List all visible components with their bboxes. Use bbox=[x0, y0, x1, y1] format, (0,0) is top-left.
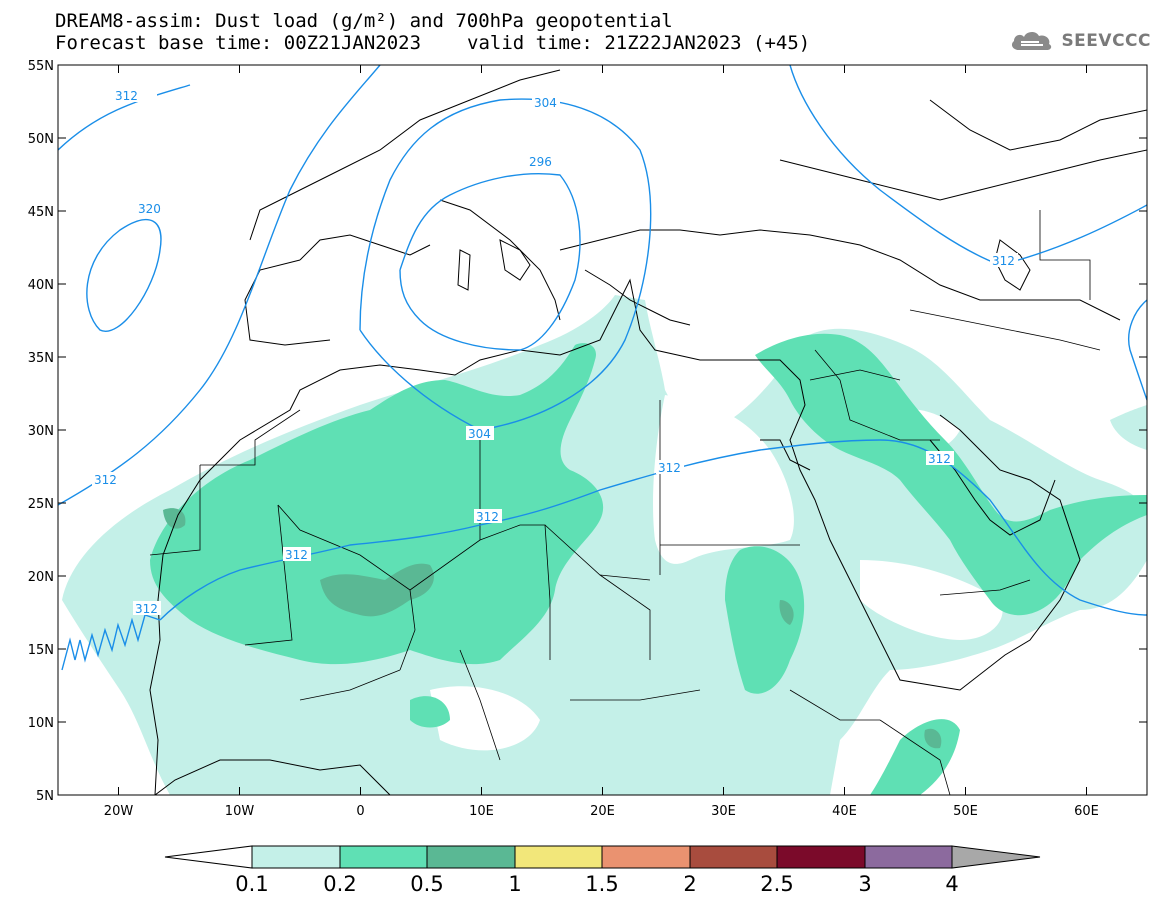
logo-text: SEEVCCC bbox=[1061, 31, 1151, 51]
colorbar: 0.1 0.2 0.5 1 1.5 2 2.5 3 4 bbox=[164, 845, 1041, 896]
seevccc-logo: SEEVCCC bbox=[1009, 28, 1151, 54]
dust-layer-dense bbox=[163, 508, 942, 749]
lon-label-60E: 60E bbox=[1074, 804, 1099, 819]
lat-label-45N: 45N bbox=[28, 205, 54, 220]
colorbar-label-2: 2 bbox=[683, 872, 696, 896]
colorbar-label-1.5: 1.5 bbox=[585, 872, 618, 896]
contour-label-312-east: 312 bbox=[992, 254, 1015, 268]
lon-label-10E: 10E bbox=[469, 804, 494, 819]
colorbar-bin-2.5 bbox=[776, 845, 866, 869]
lon-label-10W: 10W bbox=[225, 804, 255, 819]
colorbar-bin-2 bbox=[689, 845, 778, 869]
cloud-logo-icon bbox=[1012, 31, 1052, 50]
longitude-labels: 20W 10W 0 10E 20E 30E 40E 50E 60E bbox=[104, 804, 1099, 819]
colorbar-under-arrow bbox=[164, 845, 253, 869]
lat-label-35N: 35N bbox=[28, 351, 54, 366]
contour-label-312-nw: 312 bbox=[115, 89, 138, 103]
time-line: Forecast base time: 00Z21JAN2023 valid ti… bbox=[55, 32, 810, 54]
contour-label-312-egypt: 312 bbox=[658, 461, 681, 475]
chart-header: DREAM8-assim: Dust load (g/m²) and 700hP… bbox=[55, 10, 810, 54]
geopotential-contours bbox=[58, 65, 1147, 671]
colorbar-bin-0.1 bbox=[251, 845, 341, 869]
axis-ticks bbox=[58, 64, 1147, 796]
forecast-base-time: Forecast base time: 00Z21JAN2023 bbox=[55, 32, 422, 54]
colorbar-label-0.2: 0.2 bbox=[323, 872, 356, 896]
colorbar-bin-3 bbox=[864, 845, 953, 869]
colorbar-bin-1 bbox=[514, 845, 603, 869]
contour-label-312-chad: 312 bbox=[476, 510, 499, 524]
lon-label-30E: 30E bbox=[711, 804, 736, 819]
contour-label-304-north: 304 bbox=[534, 96, 557, 110]
coastlines bbox=[149, 69, 1147, 795]
colorbar-label-3: 3 bbox=[858, 872, 871, 896]
colorbar-label-0.5: 0.5 bbox=[410, 872, 443, 896]
colorbar-label-1: 1 bbox=[508, 872, 521, 896]
lat-label-10N: 10N bbox=[28, 716, 54, 731]
contour-label-320: 320 bbox=[138, 202, 161, 216]
contour-label-312-west: 312 bbox=[94, 473, 117, 487]
colorbar-bin-0.5 bbox=[426, 845, 516, 869]
contour-label-312-mali: 312 bbox=[285, 548, 308, 562]
contour-label-296: 296 bbox=[529, 155, 552, 169]
lon-label-50E: 50E bbox=[953, 804, 978, 819]
colorbar-bin-1.5 bbox=[601, 845, 691, 869]
latitude-labels: 55N 50N 45N 40N 35N 30N 25N 20N 15N 10N 5N bbox=[28, 59, 54, 804]
lat-label-40N: 40N bbox=[28, 278, 54, 293]
valid-time: valid time: 21Z22JAN2023 (+45) bbox=[467, 32, 811, 54]
lat-label-25N: 25N bbox=[28, 497, 54, 512]
lon-label-0: 0 bbox=[356, 804, 364, 819]
lat-label-15N: 15N bbox=[28, 643, 54, 658]
contour-label-312-coast: 312 bbox=[135, 602, 158, 616]
lat-label-30N: 30N bbox=[28, 424, 54, 439]
lat-label-50N: 50N bbox=[28, 132, 54, 147]
colorbar-over-arrow bbox=[951, 845, 1041, 869]
country-borders bbox=[149, 210, 1101, 795]
colorbar-label-0.1: 0.1 bbox=[235, 872, 268, 896]
contour-labels: 312 304 296 320 312 304 312 312 312 312 … bbox=[92, 88, 1018, 616]
lat-label-55N: 55N bbox=[28, 59, 54, 74]
lat-label-20N: 20N bbox=[28, 570, 54, 585]
lon-label-20W: 20W bbox=[104, 804, 134, 819]
colorbar-label-2.5: 2.5 bbox=[760, 872, 793, 896]
map-title: DREAM8-assim: Dust load (g/m²) and 700hP… bbox=[55, 10, 673, 32]
lon-label-20E: 20E bbox=[590, 804, 615, 819]
colorbar-label-4: 4 bbox=[945, 872, 958, 896]
contour-label-304-south: 304 bbox=[468, 427, 491, 441]
lat-label-5N: 5N bbox=[36, 789, 54, 804]
colorbar-bin-0.2 bbox=[339, 845, 428, 869]
lon-label-40E: 40E bbox=[832, 804, 857, 819]
contour-label-312-gulf: 312 bbox=[928, 452, 951, 466]
